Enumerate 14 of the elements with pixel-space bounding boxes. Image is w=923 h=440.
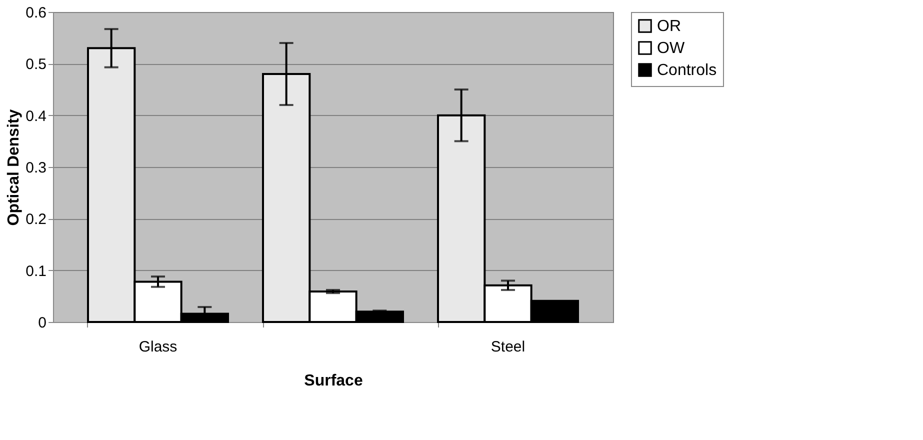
- y-tick-label: 0.1: [26, 262, 46, 280]
- legend-label: OR: [657, 18, 681, 35]
- legend-label: Controls: [657, 62, 717, 79]
- x-axis-title: Surface: [304, 372, 363, 390]
- x-tick-label: Glass: [138, 338, 178, 356]
- legend-label: OW: [657, 40, 686, 57]
- y-tick-label: 0.3: [26, 160, 46, 176]
- y-tick-label: 0.6: [26, 4, 46, 22]
- y-tick-label: 0.4: [26, 108, 46, 125]
- y-tick-label: 0.2: [26, 211, 46, 228]
- x-tick-label: Steel: [490, 338, 526, 356]
- y-tick-label: 0: [38, 314, 46, 332]
- y-axis-title: Optical Density: [6, 109, 23, 226]
- y-tick-label: 0.5: [26, 56, 46, 74]
